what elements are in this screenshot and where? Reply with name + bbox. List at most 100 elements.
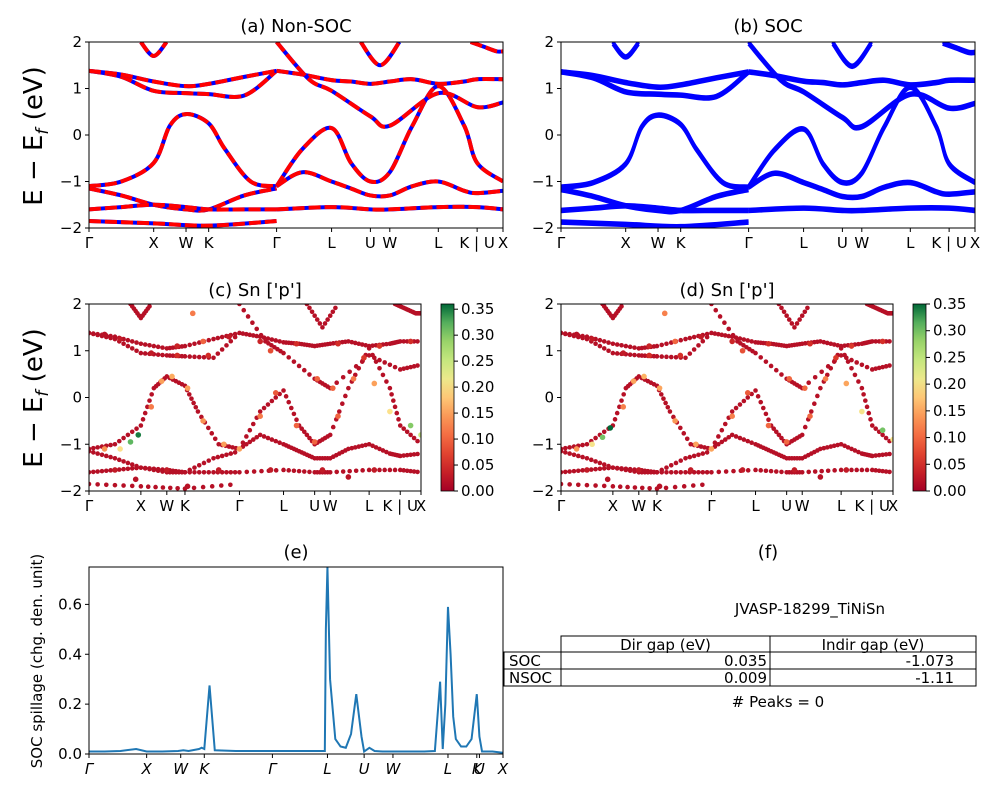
panel-c-band-dot [415,469,420,475]
panel-d-band-dot [588,467,594,472]
panel-c-band-dot [373,445,379,450]
panel-b-band-split [748,71,975,88]
panel-c-band-dot [257,432,263,438]
panel-c-band-dot [387,362,393,368]
panel-b-band-split [561,189,749,215]
panel-c-band-dot [196,462,202,468]
panel-d-band-dot [691,453,697,459]
panel-c-band-dot [206,425,211,431]
panel-c-band-dot [226,444,232,449]
panel-c-band-dot [301,469,307,474]
panel-c-band-dot [269,437,275,442]
panel-c-band-dot [273,338,279,343]
panel-d-band-dot [593,466,598,472]
panel-f-footer: # Peaks = 0 [732,693,824,711]
panel-d-band-dot [773,367,779,373]
panel-c-xtick-label: Γ [85,497,94,515]
panel-d-xtick-label: Γ [557,497,566,515]
panel-d-band-dot [658,392,664,397]
panel-b-band [747,42,975,129]
panel-c-band-dot [116,467,122,472]
panel-d-band-dot [773,469,779,474]
panel-e-ytick-label: 0.4 [58,645,82,663]
panel-c-band-dot [346,446,351,452]
panel-c-band-dot [228,451,234,456]
panel-d-band-dot [619,398,624,403]
panel-c-point [267,347,274,354]
panel-b-ytick-label: 0 [544,126,554,144]
panel-c-band-dot [160,485,166,490]
panel-d-band-dot [614,351,620,356]
panel-d-band-dot [821,339,827,345]
panel-c-band-dot [273,468,279,473]
panel-d-band-dot [768,363,774,369]
panel-c-band-dot [192,465,197,470]
panel-c-band-dot [392,467,398,473]
panel-c-band-dot [273,395,279,400]
panel-c-band-dot [401,366,407,371]
panel-c-band-dot [125,343,131,349]
panel-d-band-dot [663,400,668,406]
panel-e-xtick-label: Γ [268,760,278,778]
panel-d-band-dot [726,333,732,339]
panel-c-band-dot [247,332,253,338]
panel-c-band-dot [340,374,346,380]
panel-c-point [407,422,414,429]
panel-a-band [89,68,277,89]
panel-d-band-dot [802,424,808,430]
panel-c-cbtick-label: 0.35 [461,300,494,318]
panel-d-band-dot [716,331,721,337]
panel-c-band-dot [317,321,323,326]
panel-d-point [833,354,839,361]
panel-d-point [630,378,637,384]
panel-c-band-dot [121,341,126,347]
panel-d-band-dot [664,354,669,360]
panel-d-band-dot [824,372,830,378]
panel-d-point [765,340,772,347]
panel-d-band-dot [610,350,616,356]
panel-d-band-dot [763,359,769,364]
panel-e-ytick-label: 0.2 [58,695,82,713]
panel-e-title: (e) [283,542,308,563]
panel-d-band-dot [593,341,598,347]
panel-c-ylabel: E − Ef (eV) [19,328,53,468]
panel-b-band-split [561,221,749,228]
panel-c-band-dot [312,313,317,318]
panel-d-band-dot [593,435,598,441]
panel-d-point [822,376,829,382]
panel-d-band-dot [712,440,718,445]
panel-c-band-dot [415,339,420,344]
panel-c-band-dot [384,379,389,384]
panel-c-colorbar [440,303,455,492]
panel-d-band-dot [654,354,660,359]
panel-d-band-dot [806,469,812,475]
panel-f-table: Dir gap (eV) Indir gap (eV) SOC 0.035 -1.073… [503,635,977,687]
panel-d-band-dot [619,466,624,471]
panel-c-band-dot [334,469,340,475]
panel-c-band-dot [95,331,100,337]
panel-a-xtick-label: L [434,234,443,252]
panel-d-band-dot [696,343,701,348]
panel-d-band-dot [741,398,747,404]
panel-c-band-dot [294,417,299,423]
panel-c-point [112,467,118,473]
panel-c-band-dot [322,321,328,326]
panel-d-point [744,390,751,396]
panel-a-xtick-label: K [204,234,215,252]
panel-c-band-dot [377,357,382,363]
panel-d-band-dot [726,434,732,440]
panel-c-band-dot [325,317,330,322]
table-header-cell: Indir gap (eV) [822,636,925,654]
panel-c-band-dot [384,341,389,347]
panel-d-band-dot [654,470,660,475]
panel-d-point [848,343,855,349]
panel-c-band-dot [334,380,340,385]
panel-c-xtick-label: Γ [235,497,244,515]
panel-c-band-dot [108,442,113,448]
panel-d-band-dot [797,317,802,322]
panel-d-band-dot [856,341,861,347]
panel-c-band-dot [372,355,377,361]
panel-a-ytick-label: −2 [60,219,82,237]
